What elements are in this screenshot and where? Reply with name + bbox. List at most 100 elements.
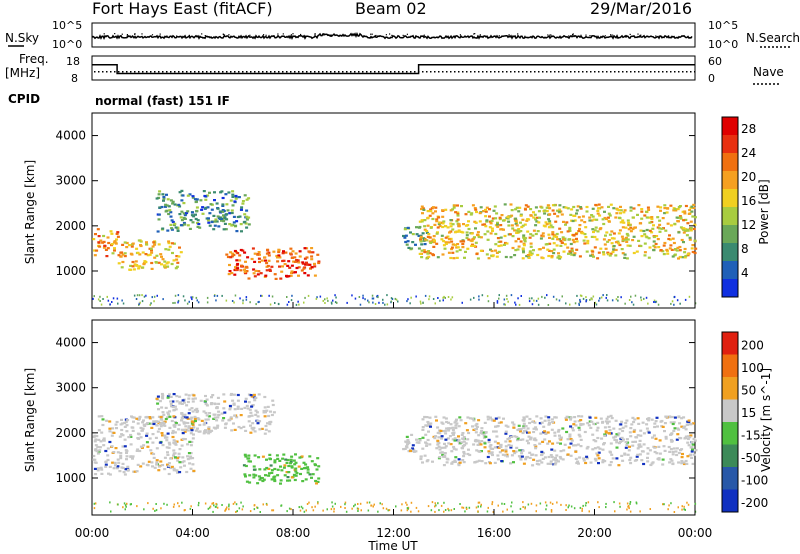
ground-scatter-cell (410, 510, 412, 513)
echo-cell (192, 433, 195, 436)
echo-cell (557, 460, 560, 463)
nave-dot (694, 71, 696, 73)
echo-cell (445, 420, 449, 424)
echo-cell (284, 251, 288, 254)
echo-cell (692, 206, 696, 210)
echo-cell (200, 419, 204, 422)
echo-cell (98, 245, 102, 248)
nave-dot (390, 71, 392, 73)
ground-scatter-cell (116, 297, 119, 300)
echo-cell (654, 420, 658, 423)
ground-scatter-cell (395, 505, 397, 508)
echo-cell (629, 226, 633, 229)
echo-cell (588, 416, 592, 419)
echo-cell (129, 443, 133, 446)
echo-cell (498, 218, 502, 221)
echo-cell (686, 254, 690, 257)
echo-cell (180, 199, 184, 202)
echo-cell (204, 418, 208, 421)
echo-cell (457, 425, 461, 428)
echo-cell (450, 450, 454, 453)
echo-cell (631, 216, 635, 219)
ground-scatter-cell (579, 300, 582, 303)
echo-cell (682, 416, 686, 419)
echo-cell (273, 459, 277, 462)
echo-cell (591, 253, 594, 256)
nave-dot (206, 71, 208, 73)
nave-dot (158, 71, 160, 73)
echo-cell (177, 428, 181, 431)
echo-cell (179, 466, 183, 469)
echo-cell (632, 207, 636, 210)
echo-cell (445, 427, 449, 430)
echo-cell (518, 206, 522, 209)
echo-cell (457, 229, 461, 232)
echo-cell (438, 448, 442, 451)
nave-dot (530, 71, 532, 73)
echo-cell (617, 232, 621, 235)
echo-cell (134, 260, 138, 263)
echo-cell (647, 419, 651, 422)
echo-cell (260, 427, 264, 430)
echo-cell (127, 436, 131, 439)
echo-cell (256, 415, 260, 418)
echo-cell (587, 424, 591, 427)
echo-cell (521, 224, 525, 227)
nsearch-dot (389, 33, 391, 35)
ground-scatter-cell (245, 296, 248, 299)
echo-cell (417, 226, 421, 229)
echo-cell (136, 448, 140, 451)
echo-cell (663, 241, 667, 245)
echo-cell (186, 429, 190, 432)
nsearch-dot (341, 35, 343, 37)
echo-cell (230, 392, 233, 396)
echo-cell (121, 445, 125, 448)
echo-cell (426, 459, 430, 462)
nsearch-dot (391, 34, 393, 36)
echo-cell (562, 449, 566, 452)
echo-cell (561, 236, 565, 239)
ground-scatter-cell (527, 503, 530, 506)
nave-dot (370, 71, 372, 73)
echo-cell (191, 400, 195, 403)
ground-scatter-cell (635, 502, 638, 505)
nave-dot (534, 71, 536, 73)
echo-cell (511, 421, 515, 424)
echo-cell (455, 250, 459, 253)
echo-cell (437, 216, 441, 219)
echo-cell (265, 409, 269, 412)
ground-scatter-cell (434, 510, 436, 513)
echo-cell (241, 202, 245, 205)
echo-cell (678, 256, 682, 259)
ground-scatter-cell (440, 504, 443, 507)
x-axis-label: Time UT (367, 539, 418, 553)
echo-cell (610, 237, 614, 240)
echo-cell (178, 461, 182, 464)
echo-cell (527, 256, 531, 259)
echo-cell (137, 267, 141, 270)
echo-cell (405, 435, 409, 438)
echo-cell (155, 197, 159, 200)
echo-cell (485, 219, 489, 222)
echo-cell (615, 433, 619, 436)
echo-cell (578, 224, 582, 227)
echo-cell (612, 245, 616, 248)
echo-cell (580, 219, 584, 222)
echo-cell (161, 444, 165, 447)
echo-cell (500, 460, 504, 463)
nave-tick-bottom: 0 (708, 72, 715, 85)
echo-cell (529, 214, 533, 217)
nave-dot (174, 71, 176, 73)
echo-cell (256, 273, 260, 276)
echo-cell (414, 450, 418, 453)
echo-cell (540, 421, 544, 424)
echo-cell (505, 453, 509, 456)
echo-cell (578, 456, 582, 459)
echo-cell (254, 409, 258, 412)
echo-cell (174, 267, 178, 270)
ground-scatter-cell (431, 501, 434, 504)
echo-cell (679, 217, 683, 220)
colorbar-segment (722, 377, 738, 400)
echo-cell (222, 417, 226, 420)
echo-cell (213, 224, 217, 227)
